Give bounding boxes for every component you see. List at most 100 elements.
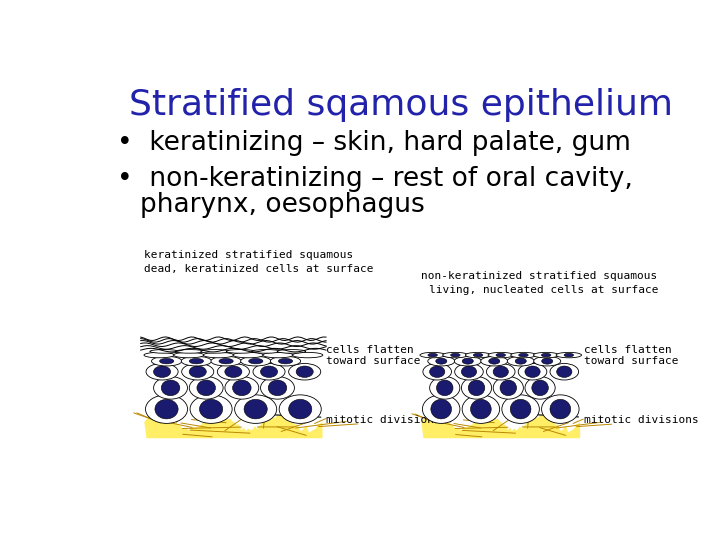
Ellipse shape [175, 349, 204, 353]
Ellipse shape [151, 356, 182, 366]
Ellipse shape [289, 400, 312, 419]
Ellipse shape [279, 359, 292, 364]
Text: •  keratinizing – skin, hard palate, gum: • keratinizing – skin, hard palate, gum [117, 130, 631, 156]
Ellipse shape [233, 380, 251, 396]
Ellipse shape [488, 353, 513, 358]
Ellipse shape [550, 400, 571, 419]
Ellipse shape [289, 363, 320, 380]
Ellipse shape [181, 356, 212, 366]
Ellipse shape [541, 358, 553, 364]
Ellipse shape [420, 353, 446, 358]
Text: cells flatten
toward surface: cells flatten toward surface [326, 345, 421, 367]
Ellipse shape [199, 400, 222, 419]
Ellipse shape [244, 400, 267, 419]
Ellipse shape [541, 353, 551, 357]
Ellipse shape [144, 353, 174, 358]
Ellipse shape [277, 349, 306, 353]
Ellipse shape [516, 358, 526, 364]
Ellipse shape [211, 356, 241, 366]
Ellipse shape [174, 353, 204, 358]
Ellipse shape [150, 349, 179, 353]
Ellipse shape [502, 395, 539, 423]
Ellipse shape [534, 353, 559, 358]
Ellipse shape [279, 395, 321, 423]
Ellipse shape [235, 395, 276, 423]
Ellipse shape [443, 353, 468, 358]
Ellipse shape [454, 363, 483, 380]
Ellipse shape [248, 359, 263, 364]
Ellipse shape [155, 400, 178, 419]
Ellipse shape [201, 349, 229, 353]
Ellipse shape [471, 400, 491, 419]
Ellipse shape [428, 356, 455, 366]
Ellipse shape [556, 353, 582, 358]
Ellipse shape [271, 356, 301, 366]
Ellipse shape [431, 400, 451, 419]
Ellipse shape [226, 349, 255, 353]
Ellipse shape [423, 363, 451, 380]
Ellipse shape [153, 376, 187, 399]
Ellipse shape [263, 353, 293, 358]
Ellipse shape [269, 380, 287, 396]
Ellipse shape [225, 376, 258, 399]
Ellipse shape [146, 363, 178, 380]
Ellipse shape [161, 380, 180, 396]
Ellipse shape [145, 395, 188, 423]
Text: mitotic divisions: mitotic divisions [505, 411, 699, 425]
Ellipse shape [261, 376, 294, 399]
Ellipse shape [451, 353, 460, 357]
Text: mitotic divisions: mitotic divisions [238, 411, 441, 425]
Text: dead, keratinized cells at surface: dead, keratinized cells at surface [144, 264, 374, 274]
Ellipse shape [190, 395, 232, 423]
Ellipse shape [525, 376, 555, 399]
Ellipse shape [153, 366, 171, 377]
Text: •  non-keratinizing – rest of oral cavity,: • non-keratinizing – rest of oral cavity… [117, 166, 633, 192]
Ellipse shape [436, 380, 453, 396]
Text: cells flatten
toward surface: cells flatten toward surface [584, 345, 678, 367]
Ellipse shape [430, 366, 445, 377]
Ellipse shape [510, 353, 536, 358]
PathPatch shape [421, 411, 580, 438]
Ellipse shape [436, 358, 447, 364]
Ellipse shape [296, 366, 313, 377]
Ellipse shape [510, 400, 531, 419]
Ellipse shape [518, 353, 528, 357]
Ellipse shape [462, 395, 500, 423]
Text: pharynx, oesophagus: pharynx, oesophagus [140, 192, 425, 218]
Ellipse shape [423, 395, 460, 423]
Ellipse shape [233, 353, 264, 358]
Ellipse shape [203, 353, 234, 358]
Text: living, nucleated cells at surface: living, nucleated cells at surface [429, 285, 659, 295]
Ellipse shape [428, 353, 438, 357]
Ellipse shape [454, 356, 481, 366]
Ellipse shape [465, 353, 491, 358]
Ellipse shape [462, 358, 473, 364]
Ellipse shape [252, 349, 280, 353]
Ellipse shape [261, 366, 278, 377]
Ellipse shape [496, 353, 505, 357]
Ellipse shape [189, 366, 207, 377]
Ellipse shape [487, 363, 515, 380]
Ellipse shape [541, 395, 579, 423]
Ellipse shape [189, 359, 204, 364]
Ellipse shape [253, 363, 285, 380]
Ellipse shape [197, 380, 215, 396]
Ellipse shape [189, 376, 223, 399]
Ellipse shape [489, 358, 500, 364]
Ellipse shape [219, 359, 233, 364]
Ellipse shape [181, 363, 214, 380]
Ellipse shape [462, 376, 492, 399]
PathPatch shape [144, 411, 323, 438]
Ellipse shape [240, 356, 271, 366]
Ellipse shape [430, 376, 460, 399]
Ellipse shape [160, 359, 174, 364]
Ellipse shape [292, 353, 323, 358]
Ellipse shape [564, 353, 574, 357]
Ellipse shape [225, 366, 242, 377]
Ellipse shape [525, 366, 540, 377]
Ellipse shape [500, 380, 516, 396]
Text: Stratified sqamous epithelium: Stratified sqamous epithelium [129, 88, 672, 122]
Ellipse shape [217, 363, 249, 380]
Ellipse shape [468, 380, 485, 396]
Ellipse shape [462, 366, 477, 377]
